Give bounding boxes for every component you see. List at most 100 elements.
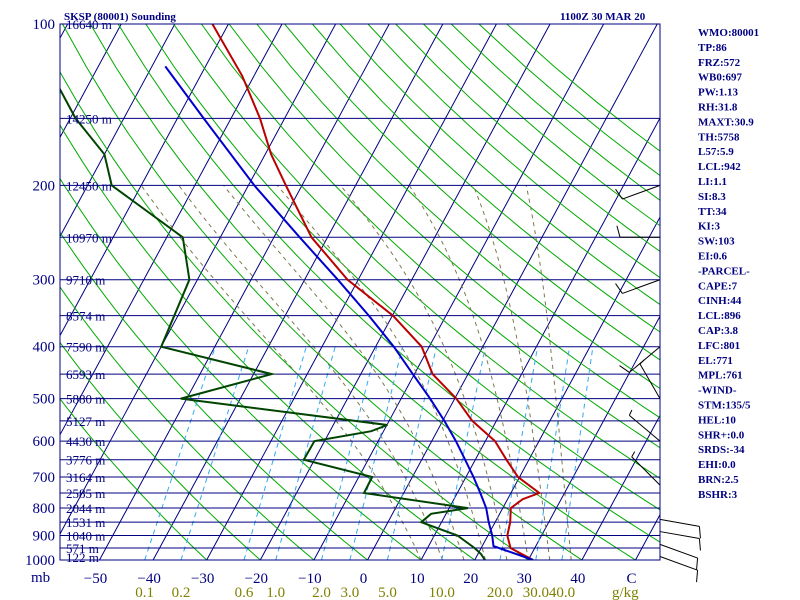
index-stm1355: STM:135/5 (698, 400, 751, 412)
wind-barb (659, 518, 701, 539)
mixing-ratio-label: 20.0 (487, 585, 513, 600)
wind-barb-flag (628, 409, 633, 416)
pressure-tick-label: 100 (33, 17, 56, 33)
wind-barb (659, 556, 699, 583)
index-li11: LI:1.1 (698, 176, 727, 188)
wind-barb-staff (639, 363, 661, 399)
index-wb0697: WB0:697 (698, 72, 743, 84)
index-ki3: KI:3 (698, 221, 721, 233)
index-parcel: -PARCEL- (698, 265, 750, 277)
isotherm-tick-label: 0 (360, 571, 368, 587)
isotherm-line (474, 216, 660, 560)
wind-barb-staff (659, 531, 700, 539)
wind-barb (659, 531, 701, 551)
index-th5758: TH:5758 (698, 131, 740, 143)
isotherm-line (313, 24, 605, 560)
index-hel10: HEL:10 (698, 414, 736, 426)
wind-barb-staff (659, 543, 698, 559)
index-wind: -WIND- (698, 385, 737, 397)
wind-barb-flag (696, 557, 699, 571)
isotherm-tick-label: −20 (245, 571, 268, 587)
mixing-ratio-line (144, 346, 216, 560)
isotherm-tick-label: 40 (570, 571, 585, 587)
wind-barb (615, 184, 661, 200)
wind-barb (616, 225, 660, 238)
pressure-tick-label: 800 (33, 501, 56, 517)
mixing-ratio-label: 0.6 (235, 585, 254, 600)
mixing-ratio-line (321, 346, 378, 560)
wind-barb-flag (615, 283, 623, 294)
index-el771: EL:771 (698, 355, 733, 367)
isotherm-line (581, 414, 660, 560)
wind-barb-flag (631, 451, 636, 458)
index-brn25: BRN:2.5 (698, 474, 739, 486)
pressure-tick-label: 500 (33, 392, 56, 408)
pressure-tick-label: 300 (33, 273, 56, 289)
isotherm-line (60, 24, 229, 337)
height-label: 3776 m (66, 453, 105, 468)
index-cap38: CAP:3.8 (698, 325, 739, 337)
isotherm-line (367, 24, 658, 560)
wind-barb (619, 346, 661, 373)
wind-barb-staff (659, 518, 700, 527)
pressure-tick-label: 400 (33, 340, 56, 356)
wind-barb-staff (622, 279, 661, 294)
wind-barb-flag (698, 538, 701, 551)
wind-barb (615, 279, 661, 294)
mixing-ratio-line (243, 346, 307, 560)
mixing-ratio-line (349, 346, 403, 560)
index-cape7: CAPE:7 (698, 280, 738, 292)
isotherm-tick-label: −40 (137, 571, 160, 587)
index-shr00: SHR+:0.0 (698, 429, 745, 441)
index-rh318: RH:31.8 (698, 102, 738, 114)
wind-barb (659, 543, 699, 571)
moist-adiabat-line (525, 185, 572, 560)
height-label: 9710 m (66, 273, 105, 288)
index-sw103: SW:103 (698, 236, 735, 248)
wind-barb (631, 451, 661, 486)
height-label: 7590 m (66, 340, 105, 355)
wind-barb-flag (616, 225, 621, 238)
isotherm-line (60, 24, 176, 238)
wind-barb-flag (615, 188, 623, 200)
pressure-tick-label: 600 (33, 434, 56, 450)
index-lcl896: LCL:896 (698, 310, 741, 322)
mixing-ratio-label: 30.0 (523, 585, 549, 600)
pressure-tick-label: 1000 (25, 553, 55, 569)
moist-adiabat-line (276, 185, 486, 560)
height-label: 571 m (66, 541, 99, 556)
isotherm-tick-label: 20 (463, 571, 478, 587)
chart-datetime: 1100Z 30 MAR 20 (560, 11, 646, 23)
isotherm-tick-label: −10 (298, 571, 321, 587)
wind-barb-layer (615, 184, 701, 583)
index-tt34: TT:34 (698, 206, 727, 218)
isotherm-tick-label: −30 (191, 571, 214, 587)
isotherm-line (60, 24, 283, 436)
height-label: 5127 m (66, 414, 105, 429)
height-label: 2044 m (66, 501, 105, 516)
wind-barb (628, 409, 661, 442)
parcel-line (164, 65, 534, 560)
mixing-ratio-line (386, 346, 437, 560)
isotherm-line (259, 24, 551, 560)
ylabel-mb: mb (31, 570, 50, 586)
index-si83: SI:8.3 (698, 191, 726, 203)
wind-barb-staff (622, 184, 661, 200)
isotherm-tick-label: C (626, 571, 636, 587)
height-label: 2585 m (66, 486, 105, 501)
height-label: 14250 m (66, 111, 112, 126)
mixing-ratio-label: 0.1 (135, 585, 154, 600)
mixing-ratio-label: 40.0 (549, 585, 575, 600)
height-label: 6593 m (66, 367, 105, 382)
index-wmo80001: WMO:80001 (698, 27, 759, 39)
wind-barb-staff (659, 556, 698, 571)
isotherm-tick-label: 10 (410, 571, 425, 587)
isotherm-tick-label: 30 (517, 571, 532, 587)
mixing-ratio-label: 3.0 (341, 585, 360, 600)
mixing-ratio-line (441, 346, 486, 560)
series-layer (60, 24, 542, 560)
index-maxt309: MAXT:30.9 (698, 116, 754, 128)
